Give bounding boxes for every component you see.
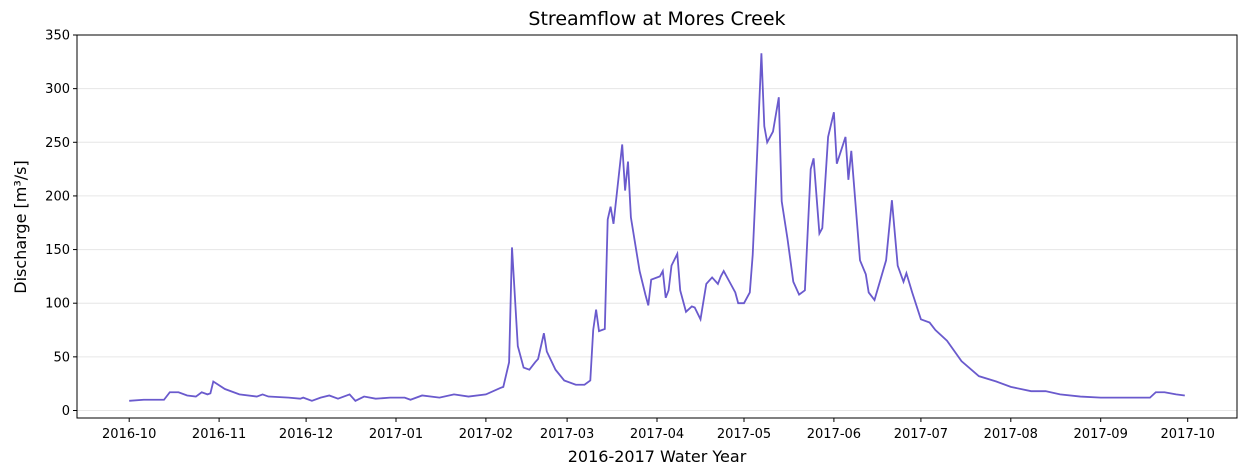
x-tick-label: 2016-10 [102,427,156,442]
y-tick-label: 100 [45,297,70,312]
x-tick-label: 2017-07 [894,427,948,442]
y-tick-label: 250 [45,136,70,151]
y-tick-label: 50 [53,350,70,365]
y-tick-label: 0 [62,404,70,419]
x-tick-label: 2017-09 [1074,427,1128,442]
x-tick-label: 2017-06 [807,427,861,442]
y-tick-label: 300 [45,82,70,97]
y-tick-label: 200 [45,189,70,204]
x-tick-label: 2017-08 [984,427,1038,442]
data-line [129,53,1185,402]
y-tick-label: 150 [45,243,70,258]
chart-title: Streamflow at Mores Creek [528,8,785,30]
x-axis-label: 2016-2017 Water Year [568,447,747,466]
x-tick-label: 2017-03 [540,427,594,442]
x-tick-label: 2016-11 [192,427,246,442]
y-tick-label: 350 [45,29,70,44]
y-axis-label: Discharge [m³/s] [11,160,30,293]
x-tick-label: 2017-05 [717,427,771,442]
plot-frame [76,34,1238,419]
x-tick-label: 2017-04 [630,427,684,442]
x-tick-label: 2017-01 [369,427,423,442]
x-tick-label: 2017-10 [1161,427,1215,442]
x-tick-label: 2017-02 [459,427,513,442]
x-tick-label: 2016-12 [279,427,333,442]
